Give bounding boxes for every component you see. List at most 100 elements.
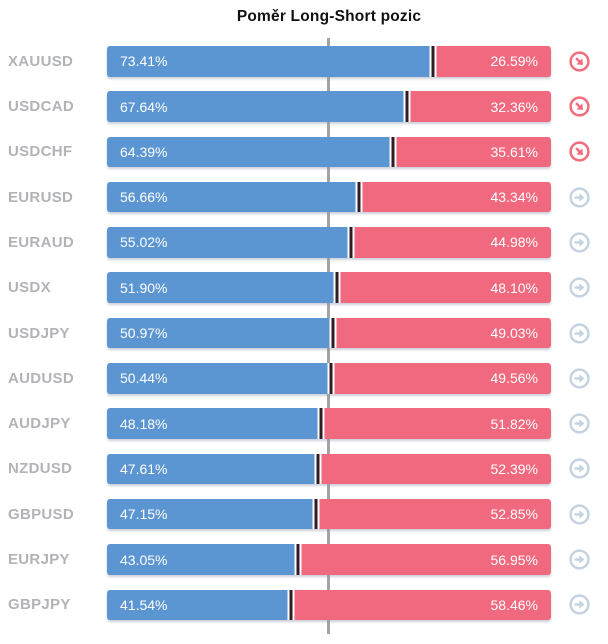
bar-boundary-divider [329,317,337,349]
pair-row: USDX 51.90% 48.10% [0,272,608,303]
pair-row: EURUSD 56.66% 43.34% [0,181,608,213]
long-bar-segment: 67.64% [107,91,408,122]
ratio-bar: 67.64% 32.36% [107,91,551,122]
bar-boundary-divider [314,453,322,485]
pair-label: USDCHF [8,143,73,161]
short-percent-label: 43.34% [490,189,538,206]
short-bar-segment: 51.82% [320,408,551,439]
ratio-bar: 50.97% 49.03% [107,317,551,349]
arrow-right-circle-icon[interactable] [568,276,591,299]
pair-row: NZDUSD 47.61% 52.39% [0,453,608,485]
pair-row: EURJPY 43.05% 56.95% [0,544,608,575]
long-percent-label: 55.02% [120,234,168,251]
arrow-down-right-circle-icon[interactable] [568,50,591,73]
bar-boundary-divider [389,136,397,168]
bar-boundary-divider [294,544,302,575]
arrow-right-circle-icon[interactable] [568,457,591,480]
ratio-bar: 64.39% 35.61% [107,136,551,168]
arrow-right-circle-icon[interactable] [568,593,591,616]
signal-column [551,412,608,435]
arrow-down-right-circle-icon[interactable] [568,140,591,163]
signal-column [551,95,608,118]
long-bar-segment: 47.15% [107,498,317,530]
long-percent-label: 64.39% [120,143,168,160]
long-percent-label: 50.44% [120,370,168,387]
short-percent-label: 51.82% [490,415,538,432]
pair-label: EURAUD [8,233,74,251]
long-bar-segment: 41.54% [107,589,292,621]
arrow-right-circle-icon[interactable] [568,322,591,345]
bar-boundary-divider [317,408,325,439]
arrow-right-circle-icon[interactable] [568,548,591,571]
short-percent-label: 49.03% [490,325,538,342]
pair-row: XAUUSD 73.41% 26.59% [0,46,608,77]
long-percent-label: 50.97% [120,325,168,342]
pair-label: USDJPY [8,324,70,342]
short-bar-segment: 52.85% [316,498,551,530]
long-bar-segment: 73.41% [107,46,433,77]
long-percent-label: 56.66% [120,189,168,206]
long-percent-label: 43.05% [120,551,168,568]
bar-boundary-divider [355,181,363,213]
short-bar-segment: 43.34% [358,181,551,213]
bar-boundary-divider [403,91,411,122]
short-percent-label: 26.59% [490,53,538,70]
signal-column [551,186,608,209]
arrow-right-circle-icon[interactable] [568,367,591,390]
long-bar-segment: 55.02% [107,227,352,258]
pair-row: AUDJPY 48.18% 51.82% [0,408,608,439]
pair-label: XAUUSD [8,52,74,70]
signal-column [551,367,608,390]
short-percent-label: 32.36% [490,98,538,115]
signal-column [551,322,608,345]
long-bar-segment: 50.97% [107,317,334,349]
pair-label: GBPJPY [8,596,71,614]
pair-label: USDCAD [8,98,74,116]
arrow-right-circle-icon[interactable] [568,231,591,254]
short-percent-label: 58.46% [490,596,538,613]
long-bar-segment: 50.44% [107,363,331,394]
long-percent-label: 47.61% [120,460,168,477]
long-bar-segment: 48.18% [107,408,321,439]
short-percent-label: 49.56% [490,370,538,387]
short-bar-segment: 26.59% [432,46,551,77]
short-percent-label: 52.85% [490,506,538,523]
ratio-bar: 73.41% 26.59% [107,46,551,77]
signal-column [551,276,608,299]
arrow-down-right-circle-icon[interactable] [568,95,591,118]
long-percent-label: 73.41% [120,53,168,70]
arrow-right-circle-icon[interactable] [568,503,591,526]
short-bar-segment: 52.39% [318,453,551,485]
signal-column [551,503,608,526]
ratio-bar: 56.66% 43.34% [107,181,551,213]
pair-rows-list: XAUUSD 73.41% 26.59% USDCAD 67.64 [0,46,608,635]
ratio-bar: 50.44% 49.56% [107,363,551,394]
pair-row: USDCAD 67.64% 32.36% [0,91,608,122]
long-percent-label: 67.64% [120,98,168,115]
long-percent-label: 41.54% [120,596,168,613]
short-percent-label: 35.61% [490,143,538,160]
pair-row: EURAUD 55.02% 44.98% [0,227,608,258]
long-bar-segment: 51.90% [107,272,338,303]
bar-boundary-divider [333,272,341,303]
pair-label: EURUSD [8,188,74,206]
signal-column [551,50,608,73]
pair-label: NZDUSD [8,460,73,478]
short-bar-segment: 49.56% [330,363,551,394]
short-bar-segment: 58.46% [291,589,551,621]
arrow-right-circle-icon[interactable] [568,186,591,209]
pair-label: EURJPY [8,551,70,569]
pair-row: GBPUSD 47.15% 52.85% [0,498,608,530]
signal-column [551,231,608,254]
long-bar-segment: 64.39% [107,136,393,168]
pair-row: AUDUSD 50.44% 49.56% [0,363,608,394]
long-percent-label: 47.15% [120,506,168,523]
short-bar-segment: 32.36% [407,91,551,122]
bar-boundary-divider [429,46,437,77]
arrow-right-circle-icon[interactable] [568,412,591,435]
long-bar-segment: 56.66% [107,181,359,213]
short-bar-segment: 49.03% [333,317,551,349]
pair-label: AUDUSD [8,369,74,387]
pair-label: USDX [8,279,51,297]
